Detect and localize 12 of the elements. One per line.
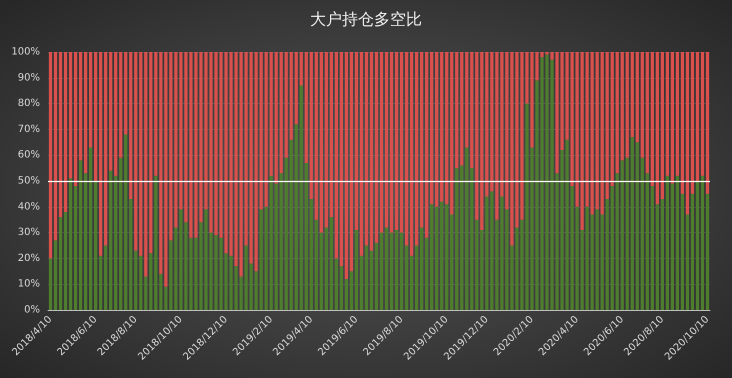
y-tick-label: 70%: [18, 124, 40, 135]
y-tick-label: 40%: [18, 201, 40, 212]
y-tick-label: 60%: [18, 150, 40, 161]
y-tick-label: 90%: [18, 72, 40, 84]
chart-title: 大户持仓多空比: [310, 10, 422, 28]
y-tick-label: 20%: [18, 252, 40, 264]
y-tick-label: 80%: [18, 98, 40, 110]
y-tick-label: 100%: [11, 46, 40, 58]
y-tick-label: 10%: [18, 278, 40, 290]
y-tick-label: 50%: [18, 176, 40, 186]
y-tick-label: 0%: [24, 304, 40, 316]
y-tick-label: 30%: [18, 227, 40, 238]
